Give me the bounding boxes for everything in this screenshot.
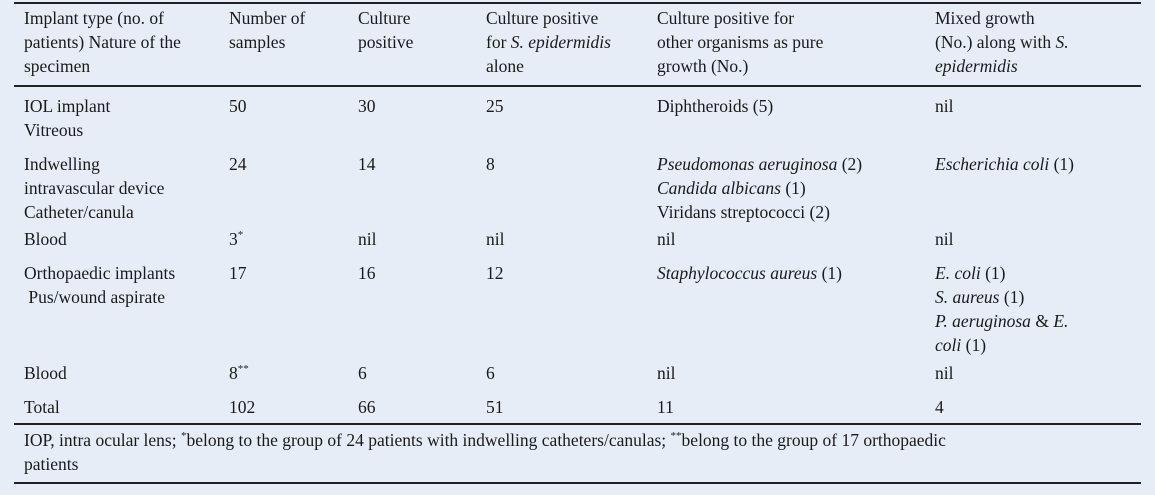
table-header-rule bbox=[14, 85, 1141, 87]
cell-other: nil bbox=[657, 229, 676, 249]
cell-mixed: nil bbox=[935, 229, 954, 249]
cell-mixed: Escherichia coli (1) bbox=[935, 154, 1074, 174]
table-bottom-rule bbox=[14, 482, 1141, 484]
table-footnote: IOP, intra ocular lens; *belong to the g… bbox=[24, 430, 946, 474]
header-number-of-samples: Number of samples bbox=[229, 8, 306, 52]
cell-sepi-alone: 51 bbox=[486, 397, 504, 417]
cell-sepi-alone: 6 bbox=[486, 363, 495, 383]
cell-samples: 17 bbox=[229, 263, 247, 283]
cell-sepi-alone: 8 bbox=[486, 154, 495, 174]
table-row-orthopaedic-specimen: Orthopaedic implants Pus/wound aspirate bbox=[24, 263, 176, 307]
table-row-iol-specimen: IOL implant Vitreous bbox=[24, 96, 111, 140]
cell-positive: 66 bbox=[358, 397, 376, 417]
header-implant-type: Implant type (no. of patients) Nature of… bbox=[24, 8, 181, 76]
cell-samples: 50 bbox=[229, 96, 247, 116]
cell-mixed: E. coli (1) S. aureus (1) P. aeruginosa … bbox=[935, 263, 1069, 355]
cell-sepi-alone: nil bbox=[486, 229, 505, 249]
cell-other: nil bbox=[657, 363, 676, 383]
header-culture-positive: Culture positive bbox=[358, 8, 414, 52]
cell-positive: nil bbox=[358, 229, 377, 249]
cell-positive: 30 bbox=[358, 96, 376, 116]
table-row-blood-specimen: Blood bbox=[24, 363, 67, 383]
table-row-indwelling-specimen: Indwelling intravascular device Catheter… bbox=[24, 154, 165, 222]
cell-mixed: 4 bbox=[935, 397, 944, 417]
cell-samples: 24 bbox=[229, 154, 247, 174]
table-top-rule bbox=[14, 2, 1141, 4]
cell-samples: 8** bbox=[229, 363, 249, 383]
header-mixed-growth: Mixed growth (No.) along with S. epiderm… bbox=[935, 8, 1069, 76]
cell-samples: 3* bbox=[229, 229, 244, 249]
header-sepidermidis-alone: Culture positive for S. epidermidis alon… bbox=[486, 8, 611, 76]
cell-samples: 102 bbox=[229, 397, 256, 417]
table-footer-rule bbox=[14, 423, 1141, 425]
table-row-total-label: Total bbox=[24, 397, 60, 417]
cell-mixed: nil bbox=[935, 363, 954, 383]
cell-other: 11 bbox=[657, 397, 674, 417]
header-other-organisms: Culture positive for other organisms as … bbox=[657, 8, 824, 76]
cell-positive: 6 bbox=[358, 363, 367, 383]
cell-positive: 16 bbox=[358, 263, 376, 283]
cell-other: Staphylococcus aureus (1) bbox=[657, 263, 842, 283]
cell-positive: 14 bbox=[358, 154, 376, 174]
cell-other: Diphtheroids (5) bbox=[657, 96, 774, 116]
cell-other: Pseudomonas aeruginosa (2) Candida albic… bbox=[657, 154, 863, 222]
cell-mixed: nil bbox=[935, 96, 954, 116]
table-row-blood-specimen: Blood bbox=[24, 229, 67, 249]
cell-sepi-alone: 12 bbox=[486, 263, 504, 283]
cell-sepi-alone: 25 bbox=[486, 96, 504, 116]
